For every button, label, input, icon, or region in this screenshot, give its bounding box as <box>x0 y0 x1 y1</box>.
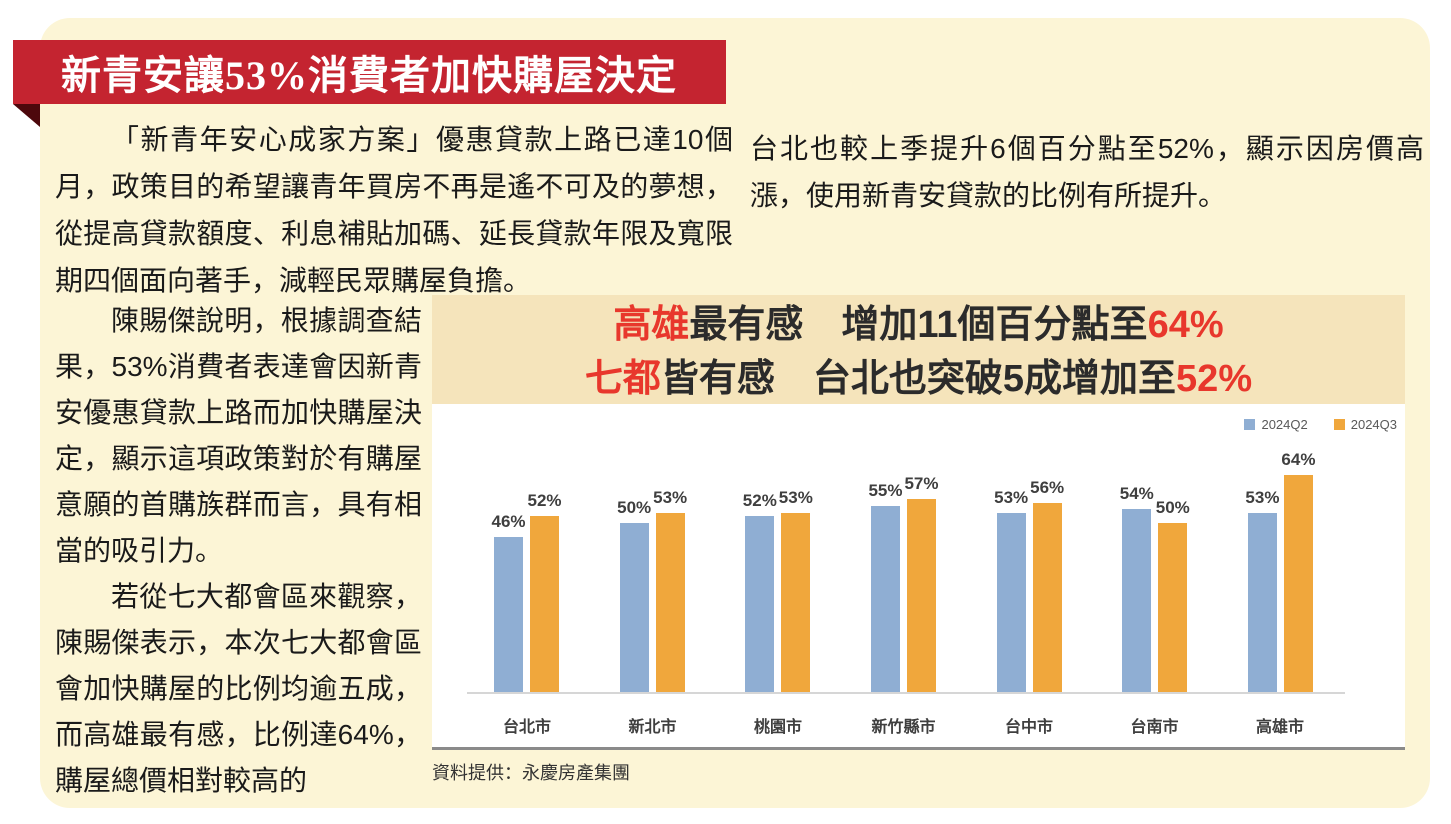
paragraph-survey: 陳賜傑說明，根據調查結果，53%消費者表達會因新青安優惠貸款上路而加快購屋決定，… <box>55 305 422 566</box>
bar-column: 56% <box>1030 478 1064 693</box>
legend-label: 2024Q3 <box>1350 417 1397 432</box>
bar-value-label: 53% <box>653 487 688 507</box>
bar-2024Q3-台北市 <box>530 516 559 693</box>
x-axis-label-台中市: 台中市 <box>1004 719 1053 736</box>
paragraph-intro: 「新青年安心成家方案」優惠貸款上路已達10個月，政策目的希望讓青年買房不再是遙不… <box>55 116 733 304</box>
chart-headline-line-1: 高雄最有感 增加11個百分點至64% <box>613 299 1223 351</box>
x-axis-label-新北市: 新北市 <box>628 719 677 736</box>
bar-2024Q3-台中市 <box>1032 502 1062 693</box>
bar-2024Q2-台中市 <box>996 512 1026 693</box>
paragraph-continuation-text: 台北也較上季提升6個百分點至52%，顯示因房價高漲，使用新青安貸款的比例有所提升… <box>750 133 1424 211</box>
bar-column: 50% <box>1156 498 1190 693</box>
paragraph-continuation: 台北也較上季提升6個百分點至52%，顯示因房價高漲，使用新青安貸款的比例有所提升… <box>750 125 1424 219</box>
bar-value-label: 53% <box>1245 487 1280 507</box>
bar-group-新竹縣市: 55% 57% <box>868 474 938 693</box>
chart-headline: 高雄最有感 增加11個百分點至64% 七都皆有感 台北也突破5成增加至52% <box>432 295 1405 404</box>
bar-2024Q2-新北市 <box>619 523 649 693</box>
legend-swatch-2024Q2 <box>1244 419 1256 430</box>
banner-fold <box>13 104 40 127</box>
chart-headline-line-2: 七都皆有感 台北也突破5成增加至52% <box>585 353 1252 405</box>
headline-segment: 52% <box>1176 357 1253 400</box>
x-axis-label-台南市: 台南市 <box>1130 719 1179 736</box>
bar-group-桃園市: 52% 53% <box>743 488 813 693</box>
bar-column: 50% <box>617 498 651 693</box>
bar-column: 53% <box>653 488 687 693</box>
legend-swatch-2024Q3 <box>1333 419 1345 430</box>
bar-value-label: 57% <box>904 474 939 494</box>
x-axis-label-高雄市: 高雄市 <box>1255 719 1304 736</box>
headline-segment: 皆有感 台北也突破5成增加至 <box>660 357 1177 400</box>
bar-column: 52% <box>527 491 562 693</box>
paragraph-seven-metro: 若從七大都會區來觀察，陳賜傑表示，本次七大都會區會加快購屋的比例均逾五成，而高雄… <box>55 581 422 796</box>
x-axis-label-台北市: 台北市 <box>502 719 551 736</box>
bar-value-label: 55% <box>868 481 903 500</box>
paragraph-intro-text: 「新青年安心成家方案」優惠貸款上路已達10個月，政策目的希望讓青年買房不再是遙不… <box>55 124 733 296</box>
legend-item-2024Q3: 2024Q3 <box>1333 417 1397 432</box>
bar-2024Q3-高雄市 <box>1283 475 1313 693</box>
bar-value-label: 50% <box>617 498 652 517</box>
bar-2024Q3-台南市 <box>1158 523 1188 693</box>
article-title-banner: 新青安讓53%消費者加快購屋決定 <box>13 40 726 104</box>
bar-value-label: 54% <box>1119 484 1154 504</box>
chart-x-labels: 台北市 新北市 桃園市 新竹縣市 台中市 台南市 高雄市 <box>494 713 1313 737</box>
chart-plot: 46% 52% 50% 53% 52% 53% 55% 57% 53% 56% 54% 50% 53% 6… <box>491 450 1315 693</box>
figure-bottom-rule <box>432 747 1405 750</box>
bar-column: 46% <box>491 512 526 693</box>
chart-source: 資料提供：永慶房產集團 <box>432 763 630 783</box>
bar-value-label: 64% <box>1281 450 1316 470</box>
bar-group-台南市: 54% 50% <box>1120 484 1190 693</box>
headline-segment: 七都 <box>584 357 661 400</box>
bar-value-label: 50% <box>1155 498 1190 517</box>
bar-column: 53% <box>1245 488 1279 693</box>
bar-2024Q2-台北市 <box>494 536 523 693</box>
x-axis-line <box>467 692 1345 694</box>
bar-value-label: 52% <box>527 491 562 511</box>
bar-column: 64% <box>1281 450 1315 693</box>
x-axis-label-桃園市: 桃園市 <box>753 719 802 736</box>
bar-group-新北市: 50% 53% <box>617 488 687 693</box>
headline-segment: 最有感 增加11個百分點至 <box>689 303 1148 346</box>
bar-column: 52% <box>743 491 777 693</box>
bar-column: 53% <box>779 488 813 693</box>
bar-2024Q2-高雄市 <box>1247 512 1277 693</box>
chart-legend: 2024Q2 2024Q3 <box>1244 417 1397 432</box>
legend-item-2024Q2: 2024Q2 <box>1244 417 1308 432</box>
headline-segment: 高雄 <box>613 303 690 346</box>
headline-segment: 64% <box>1147 303 1224 346</box>
bar-value-label: 53% <box>994 487 1029 507</box>
chart-panel: 2024Q2 2024Q3 46% 52% 50% 53% 52% 53% 55% 57% 53%… <box>432 404 1405 747</box>
left-column: 陳賜傑說明，根據調查結果，53%消費者表達會因新青安優惠貸款上路而加快購屋決定，… <box>55 298 422 804</box>
bar-2024Q2-桃園市 <box>745 516 775 693</box>
legend-label: 2024Q2 <box>1261 417 1308 432</box>
bar-2024Q3-新竹縣市 <box>906 499 936 693</box>
bar-value-label: 52% <box>742 491 777 511</box>
bar-column: 54% <box>1120 484 1154 693</box>
bar-group-台北市: 46% 52% <box>491 491 562 693</box>
bar-value-label: 53% <box>778 487 813 507</box>
x-axis-label-新竹縣市: 新竹縣市 <box>871 719 936 736</box>
bar-2024Q3-新北市 <box>655 512 685 693</box>
bar-column: 53% <box>994 488 1028 693</box>
bar-column: 57% <box>904 474 938 693</box>
bar-value-label: 46% <box>491 511 526 531</box>
chart-figure: 高雄最有感 增加11個百分點至64% 七都皆有感 台北也突破5成增加至52% 20… <box>432 295 1405 785</box>
bar-2024Q2-新竹縣市 <box>870 506 900 693</box>
bar-2024Q3-桃園市 <box>781 512 811 693</box>
bar-group-台中市: 53% 56% <box>994 478 1064 693</box>
bar-2024Q2-台南市 <box>1122 509 1152 693</box>
article-title: 新青安讓53%消費者加快購屋決定 <box>61 53 677 98</box>
bar-group-高雄市: 53% 64% <box>1245 450 1315 693</box>
bar-value-label: 56% <box>1030 477 1065 497</box>
bar-column: 55% <box>868 481 902 693</box>
